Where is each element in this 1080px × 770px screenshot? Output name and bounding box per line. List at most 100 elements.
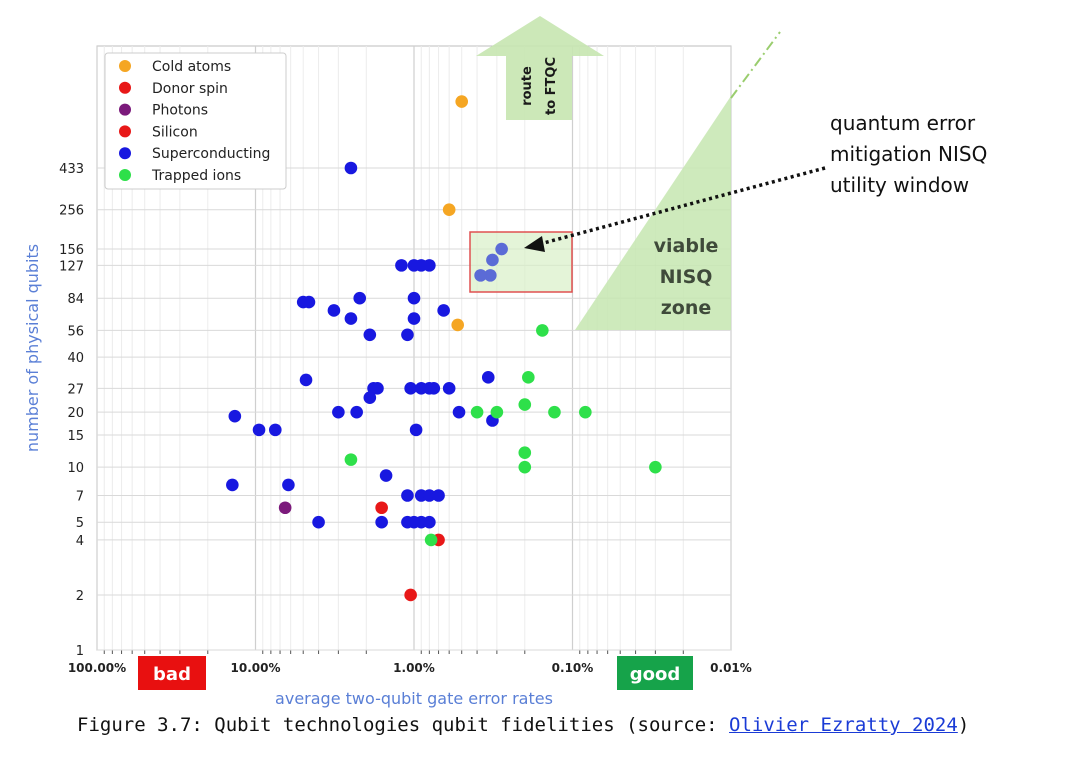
data-point: [350, 405, 363, 419]
y-tick-label: 56: [67, 324, 84, 339]
data-point: [490, 405, 504, 419]
data-point: [344, 453, 358, 466]
data-point: [470, 405, 484, 419]
data-point: [344, 161, 358, 175]
data-point: [282, 478, 295, 492]
data-point: [423, 259, 436, 272]
legend-label: Trapped ions: [151, 168, 241, 184]
y-tick-label: 7: [76, 490, 84, 505]
data-point: [299, 373, 313, 387]
y-tick-label: 4: [76, 534, 84, 549]
legend-label: Photons: [152, 103, 208, 119]
y-tick-label: 433: [59, 162, 84, 177]
data-point: [427, 382, 441, 395]
data-point: [442, 382, 456, 395]
viable-zone-label: zone: [661, 297, 712, 319]
data-point: [226, 478, 239, 492]
y-tick-label: 156: [59, 243, 84, 258]
data-point: [395, 259, 408, 272]
data-point: [375, 501, 388, 515]
good-badge-label: good: [630, 664, 681, 685]
data-point: [442, 203, 456, 217]
data-point: [404, 382, 417, 395]
data-point: [401, 489, 414, 502]
data-point: [375, 515, 388, 529]
y-tick-label: 2: [76, 589, 84, 604]
viable-zone-label: viable: [654, 235, 719, 257]
legend: Cold atoms Donor spin Photons Silicon Superc…: [104, 52, 287, 190]
data-point: [363, 328, 377, 342]
x-tick-label: 0.01%: [710, 661, 752, 675]
data-point: [302, 295, 316, 309]
boundary-dashed-line: [730, 31, 781, 99]
data-point: [407, 291, 421, 305]
legend-label: Donor spin: [152, 81, 228, 97]
y-tick-label: 15: [67, 429, 84, 444]
legend-marker: [119, 60, 131, 72]
data-points: [226, 95, 662, 602]
data-point: [484, 269, 497, 282]
x-tick-label: 1.00%: [393, 661, 435, 675]
x-tick-label: 0.10%: [552, 661, 594, 675]
y-tick-label: 1: [76, 644, 84, 659]
good-badge: [617, 656, 693, 690]
route-label-line2: to FTQC: [544, 57, 559, 115]
data-point: [312, 515, 325, 529]
data-point: [379, 469, 393, 482]
data-point: [252, 423, 266, 437]
data-point: [409, 423, 423, 437]
data-point: [401, 328, 414, 342]
data-point: [452, 405, 466, 419]
data-point: [228, 409, 242, 423]
legend-label: Silicon: [152, 124, 198, 140]
viable-zone-label: NISQ: [660, 266, 713, 288]
route-label-line1: route: [520, 66, 535, 106]
utility-window-label: quantum error: [830, 111, 976, 135]
bad-badge-label: bad: [153, 664, 191, 685]
data-point: [423, 515, 436, 529]
data-point: [522, 371, 535, 384]
utility-window-pointer: [535, 166, 826, 247]
pointer-arrowhead: [524, 236, 545, 252]
data-point: [548, 405, 561, 419]
x-tick-label: 100.00%: [68, 661, 126, 675]
data-point: [404, 588, 417, 602]
x-axis-title: average two-qubit gate error rates: [275, 689, 553, 708]
legend-marker: [119, 169, 131, 181]
data-point: [407, 312, 421, 325]
bad-badge: [138, 656, 206, 690]
data-point: [579, 405, 592, 419]
data-point: [518, 460, 532, 474]
data-point: [371, 382, 384, 395]
data-point: [432, 489, 445, 502]
route-to-ftqc-arrow: [476, 16, 604, 120]
caption-source-link[interactable]: Olivier Ezratty 2024: [729, 714, 958, 736]
y-axis-title: number of physical qubits: [23, 244, 42, 452]
data-point: [495, 242, 508, 256]
data-point: [518, 398, 532, 411]
figure-caption: Figure 3.7: Qubit technologies qubit fid…: [77, 714, 969, 736]
y-tick-label: 20: [67, 406, 84, 421]
data-point: [536, 324, 549, 337]
y-tick-label: 84: [67, 292, 84, 307]
data-point: [486, 253, 499, 267]
y-tick-label: 40: [67, 351, 84, 366]
annotations: route to FTQC viable NISQ zone quantum error m…: [138, 57, 987, 690]
data-point: [332, 405, 345, 419]
legend-marker: [119, 103, 131, 116]
x-tick-label: 10.00%: [231, 661, 281, 675]
y-tick-label: 10: [67, 461, 84, 476]
legend-marker: [119, 147, 131, 160]
data-point: [649, 460, 662, 474]
data-point: [518, 446, 532, 460]
data-point: [423, 489, 436, 502]
data-point: [455, 95, 469, 108]
utility-window-label: utility window: [830, 173, 969, 197]
legend-box: [104, 52, 287, 190]
y-tick-label: 127: [59, 259, 84, 274]
legend-label: Superconducting: [152, 146, 270, 162]
grid: [96, 45, 732, 654]
y-tick-label: 27: [67, 382, 84, 397]
